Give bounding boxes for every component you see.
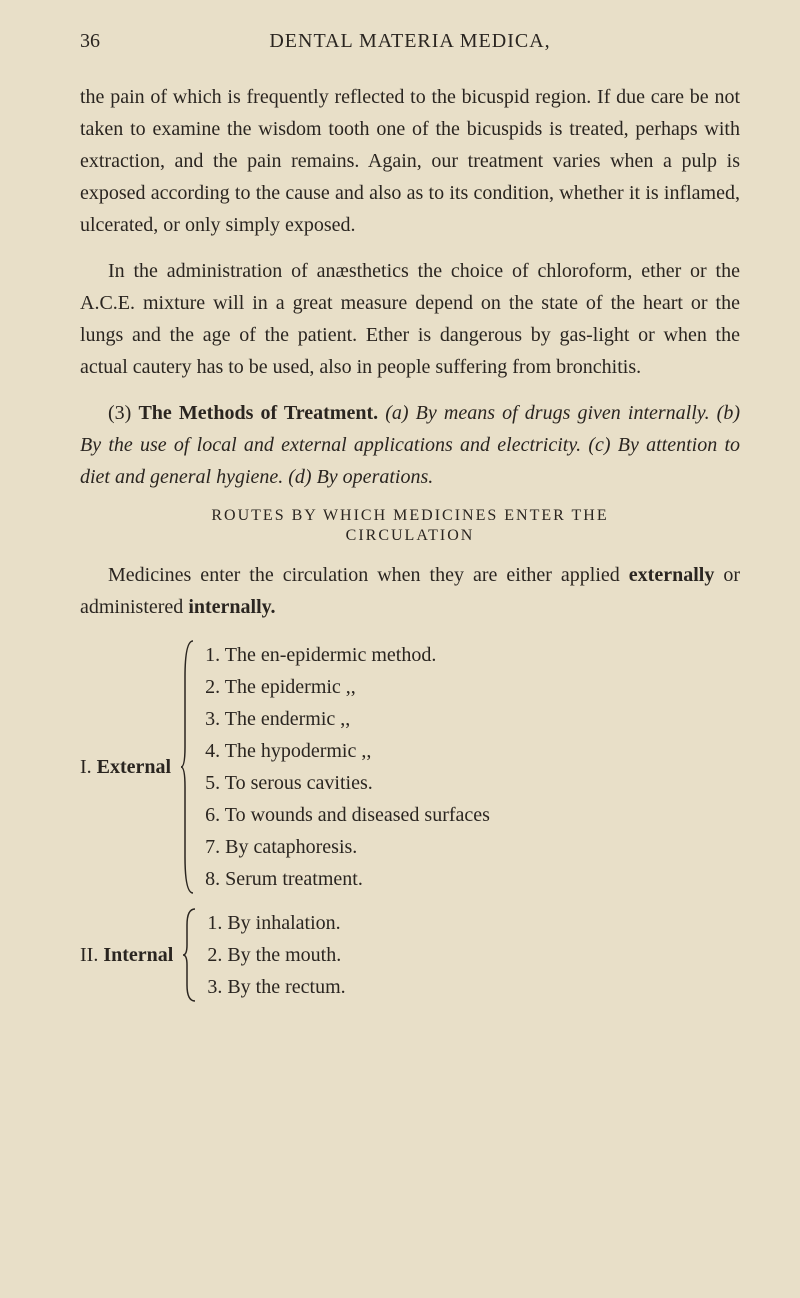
paragraph-3: (3) The Methods of Treatment. (a) By mea… [80, 397, 740, 493]
section-heading-1: ROUTES BY WHICH MEDICINES ENTER THE [80, 507, 740, 525]
brace-icon [181, 905, 199, 1005]
external-label-bold: External [97, 756, 171, 778]
paragraph-4: Medicines enter the circulation when the… [80, 559, 740, 623]
p4-prefix: Medicines enter the circulation when the… [108, 564, 629, 586]
external-item-5: 5. To serous cavities. [205, 767, 490, 799]
paragraph-2: In the administration of anæsthetics the… [80, 255, 740, 383]
external-item-7: 7. By cataphoresis. [205, 831, 490, 863]
external-item-8: 8. Serum treatment. [205, 863, 490, 895]
internal-item-3: 3. By the rectum. [207, 971, 345, 1003]
internal-list-container: II. Internal 1. By inhalation. 2. By the… [80, 905, 740, 1005]
internal-items: 1. By inhalation. 2. By the mouth. 3. By… [199, 907, 345, 1003]
internal-item-2: 2. By the mouth. [207, 939, 345, 971]
external-item-1: 1. The en-epidermic method. [205, 639, 490, 671]
p3-prefix: (3) [108, 402, 138, 424]
internal-label-bold: Internal [103, 944, 173, 966]
external-label: I. External [80, 756, 179, 779]
external-label-prefix: I. [80, 756, 97, 778]
external-item-3: 3. The endermic ,, [205, 703, 490, 735]
page-number: 36 [80, 30, 100, 53]
internal-label: II. Internal [80, 944, 181, 967]
external-items: 1. The en-epidermic method. 2. The epide… [197, 639, 490, 895]
p4-bold1: externally [629, 564, 715, 586]
page-header: DENTAL MATERIA MEDICA, [80, 30, 740, 53]
internal-item-1: 1. By inhalation. [207, 907, 345, 939]
p4-bold2: internally. [188, 596, 275, 618]
external-list-container: I. External 1. The en-epidermic method. … [80, 637, 740, 897]
p3-bold: The Methods of Treatment. [138, 402, 378, 424]
paragraph-1: the pain of which is frequently reflecte… [80, 81, 740, 241]
internal-label-prefix: II. [80, 944, 103, 966]
external-item-2: 2. The epidermic ,, [205, 671, 490, 703]
section-heading-2: CIRCULATION [80, 527, 740, 545]
external-item-4: 4. The hypodermic ,, [205, 735, 490, 767]
brace-icon [179, 637, 197, 897]
external-item-6: 6. To wounds and diseased surfaces [205, 799, 490, 831]
